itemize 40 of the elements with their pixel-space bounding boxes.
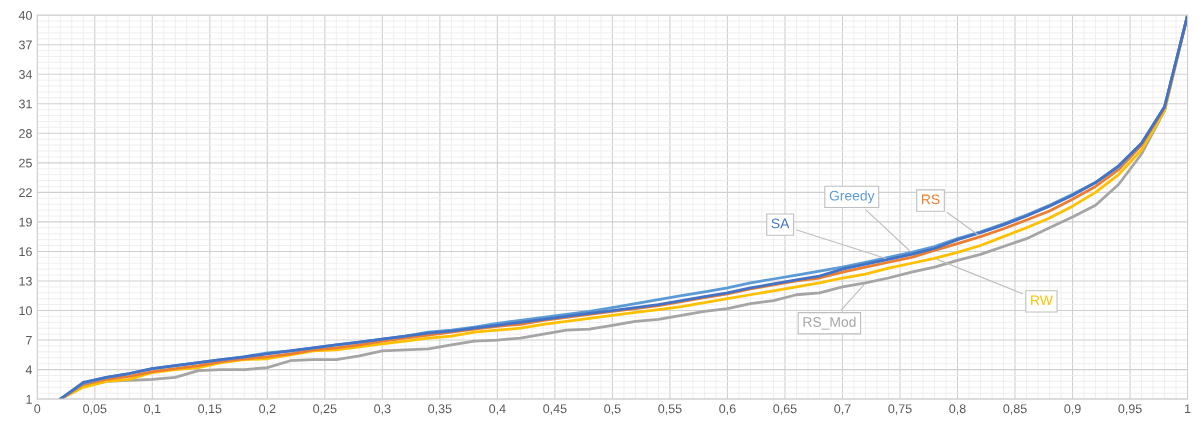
- x-tick-label: 0,3: [374, 404, 391, 415]
- x-tick-label: 0,6: [719, 404, 736, 415]
- y-tick-label: 22: [19, 188, 32, 197]
- y-tick-label: 40: [18, 10, 32, 20]
- y-tick-label: 37: [18, 40, 32, 50]
- x-tick-label: 0,2: [259, 404, 276, 415]
- x-tick-label: 0,4: [489, 404, 506, 415]
- y-tick-label: 4: [25, 365, 33, 375]
- x-tick-label: 0,75: [888, 404, 912, 415]
- x-tick-label: 0,35: [428, 404, 452, 415]
- x-tick-label: 0,55: [658, 404, 682, 415]
- x-tick-label: 0,05: [83, 404, 107, 415]
- y-tick-label: 34: [18, 70, 33, 79]
- x-tick-label: 0,15: [198, 404, 222, 415]
- x-tick-label: 0,9: [1064, 404, 1081, 415]
- x-tick-label: 0,45: [543, 404, 567, 415]
- y-tick-label: 7: [26, 335, 32, 345]
- text: RS: [922, 194, 940, 205]
- y-tick-label: 1: [26, 395, 32, 404]
- x-tick-label: 1: [1185, 404, 1191, 414]
- text: RW: [1031, 295, 1053, 305]
- y-tick-label: 13: [19, 276, 32, 286]
- x-tick-label: 0,1: [144, 404, 161, 415]
- x-tick-label: 0,95: [1118, 404, 1142, 415]
- y-tick-label: 28: [19, 129, 32, 138]
- y-tick-label: 25: [19, 158, 32, 168]
- x-tick-label: 0,65: [773, 404, 797, 415]
- x-tick-label: 0,8: [949, 404, 966, 415]
- text: Greedy: [829, 190, 875, 204]
- x-tick-label: 0,25: [313, 404, 337, 415]
- x-tick-label: 0,85: [1003, 404, 1027, 415]
- text: SA: [771, 218, 790, 229]
- x-tick-label: 0,7: [834, 404, 851, 415]
- x-tick-label: 0,5: [604, 404, 621, 415]
- y-tick-label: 31: [18, 99, 32, 109]
- y-tick-label: 16: [19, 247, 32, 257]
- y-tick-label: 19: [19, 217, 32, 227]
- x-tick-label: 0: [34, 404, 41, 414]
- y-tick-label: 10: [19, 306, 32, 316]
- series-label: RS_Mod: [803, 316, 856, 330]
